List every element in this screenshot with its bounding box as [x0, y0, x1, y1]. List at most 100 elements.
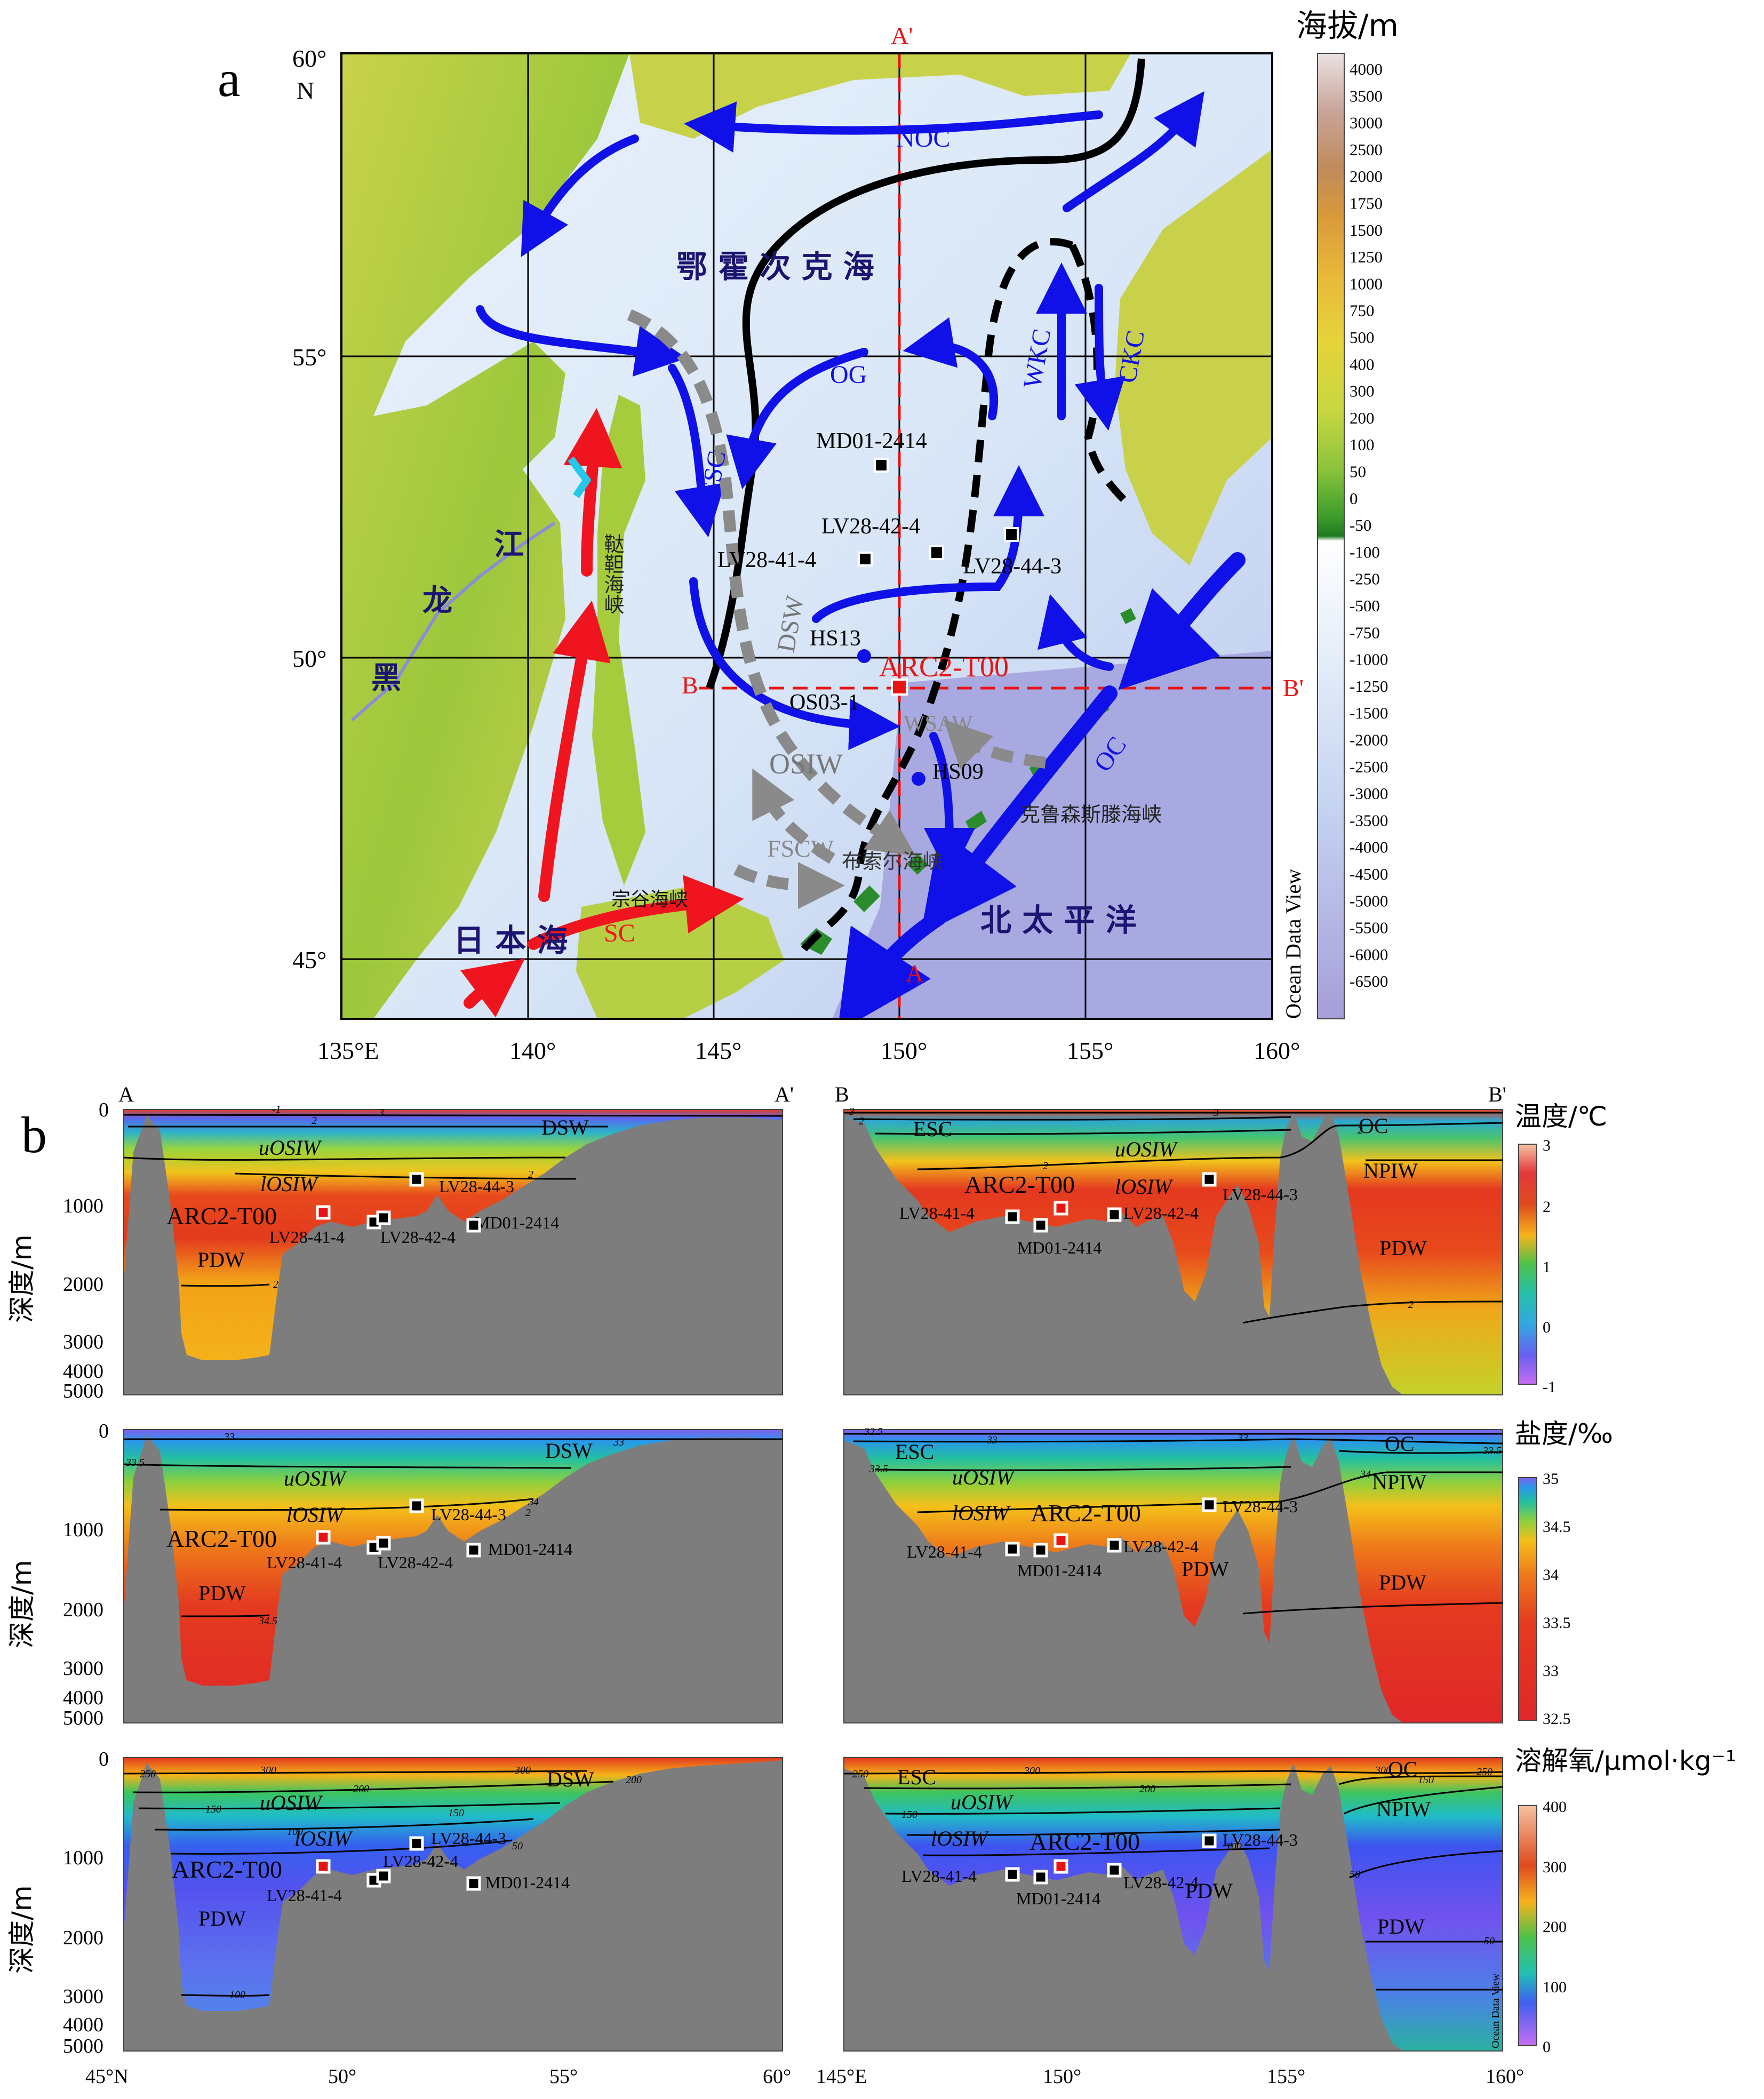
depth-tick: 5000 [63, 1707, 103, 1729]
sal-left-contour-label: 33.5 [125, 1457, 145, 1468]
elevation-colorbar-tick: 1250 [1350, 248, 1383, 266]
oxy-left-arc2-t00: ARC2-T00 [172, 1856, 282, 1883]
temp-colorbar-title: 温度/℃ [1515, 1101, 1607, 1132]
label-krusenstern-strait: 克鲁森斯滕海峡 [1020, 803, 1162, 826]
sal-left-frame [123, 1429, 783, 1723]
temp-right-losiw: lOSIW [1115, 1175, 1174, 1199]
row-temperature: -1 2 3 2 2 DSW uOSIW lOSIW PDW ARC2-T00 … [123, 1101, 1607, 1396]
site-labels: MD01-2414 LV28-42-4 LV28-41-4 LV28-44-3 … [717, 429, 1061, 784]
sal-right-losiw: lOSIW [952, 1501, 1011, 1525]
elevation-colorbar-tick: 2500 [1350, 140, 1383, 159]
kamchatka [1115, 149, 1272, 565]
oxy-right-contour-label: 300 [1024, 1765, 1040, 1777]
map-axis-labels: 60° N 55° 50° 45° 135°E 140° 145° 150° 1… [292, 45, 1300, 1064]
elevation-colorbar-tick: 3000 [1350, 114, 1383, 132]
sal-right-lv28-41-4: LV28-41-4 [907, 1542, 982, 1561]
odv-watermark-section: Ocean Data View [1490, 1973, 1502, 2048]
sal-colorbar-tick: 33 [1543, 1662, 1559, 1680]
elevation-colorbar-tick: -100 [1350, 542, 1380, 561]
elevation-colorbar-tick: -5000 [1350, 891, 1388, 910]
sal-right-sites: ARC2-T00 LV28-41-4 MD01-2414 LV28-42-4 L… [907, 1497, 1298, 1580]
elevation-colorbar-tick: 0 [1350, 489, 1358, 508]
oxy-right-esc: ESC [897, 1765, 936, 1789]
oxy-left-pdw: PDW [198, 1906, 246, 1930]
sal-right-md01-2414: MD01-2414 [1017, 1561, 1101, 1580]
sal-right-contours [844, 1433, 1503, 1615]
sal-colorbar-tick: 33.5 [1543, 1614, 1571, 1632]
oxy-left-losiw: lOSIW [294, 1826, 353, 1850]
lat-tick-60: 60° [292, 45, 326, 72]
right-section-end: B' [1488, 1082, 1506, 1106]
temp-right-arc2-t00: ARC2-T00 [964, 1171, 1075, 1198]
oxy-right-contour-label: 100 [1226, 1841, 1242, 1853]
left-x-tick: 55° [549, 2065, 578, 2088]
red-currents [460, 408, 744, 1018]
temp-left-contour-label: 2 [273, 1279, 278, 1290]
map-frame [340, 52, 1273, 1020]
elevation-colorbar-tick: -3500 [1350, 811, 1388, 829]
sal-colorbar-tick: 35 [1543, 1470, 1559, 1488]
oxy-right-lv28-44-marker [1202, 1833, 1217, 1848]
oxy-right-contour-label: 300 [1375, 1765, 1391, 1776]
temp-right-esc: ESC [913, 1117, 952, 1141]
sal-left-arc2-marker [316, 1530, 331, 1545]
oxy-colorbar-title: 溶解氧/μmol·kg⁻¹ [1515, 1745, 1736, 1776]
depth-tick: 1000 [63, 1195, 103, 1217]
elevation-colorbar-tick: 300 [1350, 382, 1375, 401]
temp-right-oc: OC [1359, 1114, 1388, 1138]
label-long: 龙 [422, 584, 452, 618]
site-hs09-label: HS09 [932, 760, 984, 784]
sal-left-lv28-44-marker [409, 1498, 424, 1513]
oxy-left-contour-label: 200 [353, 1783, 369, 1795]
oxy-left-sites: ARC2-T00 LV28-41-4 LV28-42-4 LV28-44-3 M… [172, 1829, 570, 1905]
sal-right-contour-label: 33.5 [1482, 1445, 1502, 1457]
sal-colorbar-ticks: 35 34.5 34 33.5 33 32.5 [1543, 1470, 1571, 1728]
temp-right-contour-label: 2 [1043, 1160, 1048, 1172]
site-lv28-44-3-label: LV28-44-3 [963, 554, 1061, 579]
oxy-left-contour-label: 150 [448, 1807, 464, 1819]
depth-tick: 2000 [63, 1273, 103, 1296]
depth-tick: 0 [99, 1420, 109, 1442]
section-end-labels: A' A B B' [682, 22, 1304, 987]
temp-right-lv28-41-4: LV28-41-4 [899, 1203, 975, 1223]
oxy-left-lv28-41-4: LV28-41-4 [267, 1886, 342, 1905]
temp-left-md01-2414: MD01-2414 [475, 1213, 559, 1232]
front-dashed-ckc [1068, 243, 1134, 509]
temp-right-lv28-44-3: LV28-44-3 [1223, 1185, 1298, 1204]
depth-tick: 2000 [63, 1599, 103, 1621]
sal-left-water-masses: DSW uOSIW lOSIW PDW [198, 1439, 593, 1605]
elevation-colorbar-labels: 4000350030002500200017501500125010007505… [1350, 60, 1388, 991]
sal-colorbar-bar [1518, 1477, 1537, 1721]
elevation-colorbar: 海拔/m 40003500300025002000175015001250100… [1281, 7, 1399, 1019]
north-coast [629, 53, 1131, 139]
sal-left-lv28-42-4: LV28-42-4 [378, 1553, 453, 1572]
oxy-right-contour-label: 200 [1139, 1783, 1155, 1795]
temp-left-contour-label: -1 [272, 1104, 281, 1115]
oxy-left-contour-label: 150 [205, 1803, 221, 1815]
oxy-left-uosiw: uOSIW [260, 1791, 323, 1815]
temp-colorbar-ticks: 3 2 1 0 -1 [1543, 1137, 1556, 1396]
blue-currents [476, 91, 1204, 879]
sal-left-sites: ARC2-T00 LV28-41-4 LV28-42-4 LV28-44-3 M… [166, 1498, 572, 1572]
row-oxygen: 250 300 200 150 300 200 100 150 50 100 D… [123, 1745, 1736, 2056]
lon-tick-150: 150° [881, 1037, 927, 1064]
front-dashed [797, 238, 1074, 957]
temp-left-seafloor [124, 1115, 783, 1395]
oxy-left-lv28-42-marker [376, 1869, 391, 1883]
elevation-colorbar-tick: -2000 [1350, 731, 1388, 749]
lat-tick-n: N [297, 77, 314, 104]
elevation-colorbar-tick: -1000 [1350, 650, 1388, 669]
label-a: A [906, 960, 923, 987]
oxy-right-contour-labels: 250 300 300 200 150 100 50 150 250 50 [852, 1765, 1495, 1947]
oxy-left-contour-label: 200 [626, 1774, 642, 1786]
sal-right-lv28-42-4: LV28-42-4 [1123, 1537, 1199, 1556]
temp-left-lv28-44-marker [409, 1172, 424, 1187]
label-hei: 黑 [371, 661, 401, 696]
temp-right-contour-labels: 3 2 1 2 3 2 2 [849, 1106, 1414, 1311]
sal-left-lv28-41-4: LV28-41-4 [267, 1553, 342, 1572]
mainland [341, 53, 629, 1019]
sal-right-contour-labels: 32.5 33 33 33.5 34 33.5 [864, 1426, 1502, 1480]
elevation-colorbar-tick: 4000 [1350, 60, 1383, 78]
oxy-right-sites: ARC2-T00 LV28-41-4 MD01-2414 LV28-42-4 L… [901, 1828, 1298, 1908]
site-arc2-t00-marker [891, 679, 908, 696]
